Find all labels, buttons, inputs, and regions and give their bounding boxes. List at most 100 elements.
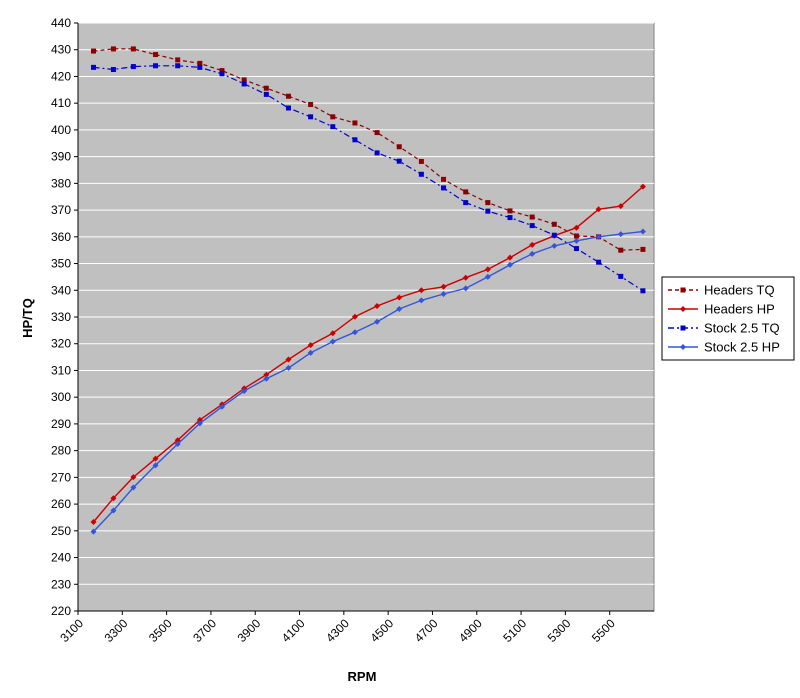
x-tick-label: 3300 [102,616,131,645]
data-point [618,247,624,253]
data-point [130,64,136,70]
y-tick-label: 420 [51,69,71,83]
data-point [90,528,97,535]
data-point [441,176,447,182]
data-point [485,200,491,206]
grid-lines [78,22,654,585]
data-point [374,318,381,325]
series-line [92,186,644,523]
y-tick-label: 230 [51,577,71,591]
data-point [573,224,580,231]
data-point [573,246,579,252]
y-tick-label: 290 [51,417,71,431]
data-point [485,208,491,214]
y-tick-label: 360 [51,230,71,244]
data-point [573,233,579,239]
data-point [463,189,469,195]
y-tick-label: 440 [51,16,71,30]
legend-swatch-marker [680,344,686,350]
data-point [551,221,557,227]
data-point [639,183,646,190]
data-point [440,283,447,290]
data-point [110,495,117,502]
x-tick-label: 5300 [545,616,574,645]
data-point [440,291,447,298]
data-point [153,52,159,58]
series-line [92,230,643,533]
y-tick-label: 320 [51,337,71,351]
data-point [241,81,247,87]
data-point [110,507,117,514]
legend-swatch-marker [680,287,686,293]
data-point [595,206,602,213]
data-point [396,294,403,301]
legend-label: Stock 2.5 HP [704,340,780,355]
data-point [351,329,358,336]
legend-item: Stock 2.5 TQ [668,321,780,336]
data-point [263,91,269,97]
data-point [484,266,491,273]
data-point [352,120,358,126]
legend-label: Headers TQ [704,283,775,298]
data-point [507,254,513,261]
data-point [308,114,314,120]
data-point [90,518,97,525]
legend-label: Headers HP [704,302,775,317]
x-tick-label: 4500 [367,616,396,645]
y-tick-label: 300 [51,390,71,404]
y-tick-label: 350 [51,257,71,271]
y-tick-label: 390 [51,150,71,164]
x-tick-label: 4700 [412,616,441,645]
data-point [595,233,602,240]
data-point [219,71,225,77]
data-point [330,114,336,120]
data-point [507,261,513,268]
data-point [529,250,536,257]
x-tick-label: 3500 [146,616,175,645]
y-tick-label: 270 [51,470,71,484]
data-point [484,273,491,280]
x-tick-label: 3900 [235,616,264,645]
x-axis-title: RPM [348,669,377,684]
data-point [418,158,424,164]
y-tick-label: 340 [51,283,71,297]
data-point [175,63,181,69]
data-point [507,208,513,214]
x-tick-label: 4900 [456,616,485,645]
y-tick-label: 260 [51,497,71,511]
series-2 [91,63,646,294]
data-point [197,64,203,70]
data-point [175,57,181,63]
data-point [640,288,646,294]
data-point [285,356,292,363]
data-point [374,150,380,156]
data-point [462,285,469,292]
data-point [639,228,646,235]
data-point [307,342,314,349]
y-tick-label: 310 [51,363,71,377]
y-tick-label: 250 [51,524,71,538]
x-tick-label: 5100 [500,616,529,645]
data-point [219,68,225,74]
legend-swatch-marker [680,325,686,331]
data-point [374,303,381,310]
legend-swatch-marker [680,306,686,312]
data-point [617,231,624,238]
data-point [130,484,137,491]
legend-item: Stock 2.5 HP [668,340,780,355]
data-point [596,259,602,265]
y-tick-label: 330 [51,310,71,324]
data-point [241,388,248,395]
y-axis-ticks: 220 230 240 250 260 270 280 290 300 310 320 330 340 3… [51,16,79,618]
data-point [418,171,424,177]
series-3 [90,228,646,535]
y-axis-title: HP/TQ [20,298,35,338]
x-tick-label: 4100 [279,616,308,645]
data-point [329,338,336,345]
legend-label: Stock 2.5 TQ [704,321,780,336]
data-point [285,365,292,372]
data-point [396,144,402,150]
series-1 [90,183,646,525]
data-point [396,158,402,164]
